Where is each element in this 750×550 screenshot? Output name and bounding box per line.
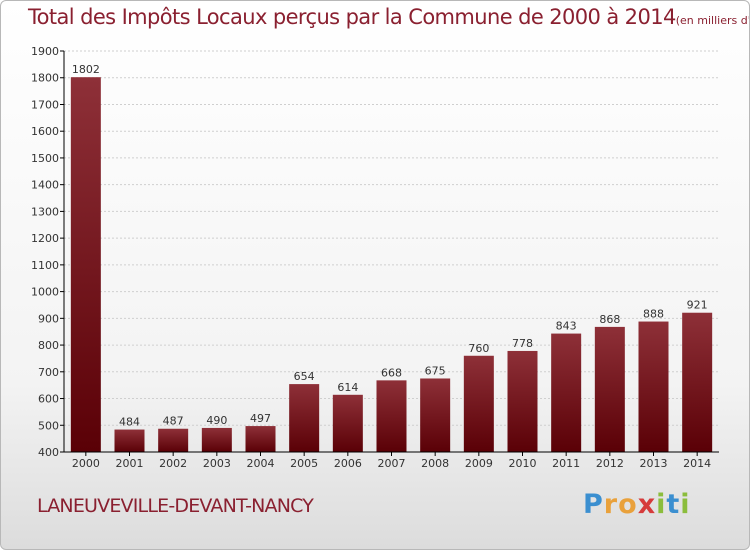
bar-value-label: 484 [119,416,140,429]
bar-value-label: 497 [250,412,271,425]
bar [158,428,189,452]
bar-value-label: 675 [425,364,446,377]
proxiti-logo: Proxiti [583,489,691,520]
y-tick-label: 1500 [31,152,59,165]
bar-value-label: 490 [206,414,227,427]
x-tick-label: 2012 [596,457,624,470]
bar [245,426,276,452]
bar-value-label: 668 [381,366,402,379]
chart-title: Total des Impôts Locaux perçus par la Co… [28,5,676,29]
bar-value-label: 654 [294,370,315,383]
x-tick-label: 2005 [290,457,318,470]
x-tick-label: 2014 [683,457,711,470]
x-tick-label: 2001 [116,457,144,470]
x-tick-label: 2007 [378,457,406,470]
y-tick-label: 1200 [31,232,59,245]
logo-letter: r [603,489,619,520]
y-tick-label: 1000 [31,286,59,299]
y-tick-label: 1900 [31,45,59,58]
y-tick-label: 1100 [31,259,59,272]
bar [638,321,669,452]
x-tick-label: 2009 [465,457,493,470]
x-tick-label: 2008 [421,457,449,470]
y-tick-label: 1800 [31,72,59,85]
bar [551,333,582,452]
logo-letter: x [637,489,657,520]
bar-value-label: 614 [337,381,358,394]
bar-value-label: 843 [556,320,577,333]
bar [289,384,320,452]
x-tick-label: 2002 [159,457,187,470]
bar [507,350,538,452]
bar [682,312,713,452]
bar-value-label: 1802 [72,63,100,76]
x-tick-label: 2011 [552,457,580,470]
x-tick-label: 2003 [203,457,231,470]
bar [114,429,145,452]
y-tick-label: 900 [38,312,59,325]
x-tick-label: 2010 [509,457,537,470]
bar [463,355,494,452]
bar [332,394,363,452]
bar-value-label: 888 [643,308,664,321]
chart-title-block: Total des Impôts Locaux perçus par la Co… [28,5,750,29]
logo-letter: i [680,489,691,520]
x-tick-label: 2013 [640,457,668,470]
y-tick-label: 400 [38,446,59,459]
bar [376,380,407,452]
bar [420,378,451,452]
y-tick-label: 1400 [31,179,59,192]
y-tick-label: 1300 [31,205,59,218]
commune-name: LANEUVEVILLE-DEVANT-NANCY [37,495,314,517]
y-tick-label: 600 [38,393,59,406]
bar [70,77,101,452]
bar [201,427,232,452]
y-tick-label: 700 [38,366,59,379]
logo-letter: P [583,489,604,520]
x-tick-label: 2004 [247,457,275,470]
bar-value-label: 487 [163,415,184,428]
logo-letter: i [656,489,667,520]
bar-value-label: 760 [468,342,489,355]
bar-value-label: 921 [687,299,708,312]
y-tick-label: 1600 [31,125,59,138]
y-tick-label: 800 [38,339,59,352]
y-tick-label: 500 [38,419,59,432]
chart-subtitle: (en milliers d'€) [675,14,750,27]
bar-value-label: 868 [599,313,620,326]
bar-value-label: 778 [512,337,533,350]
logo-letter: t [666,489,681,520]
logo-letter: o [618,489,638,520]
x-tick-label: 2006 [334,457,362,470]
x-tick-label: 2000 [72,457,100,470]
y-tick-label: 1700 [31,98,59,111]
bar [594,326,625,452]
